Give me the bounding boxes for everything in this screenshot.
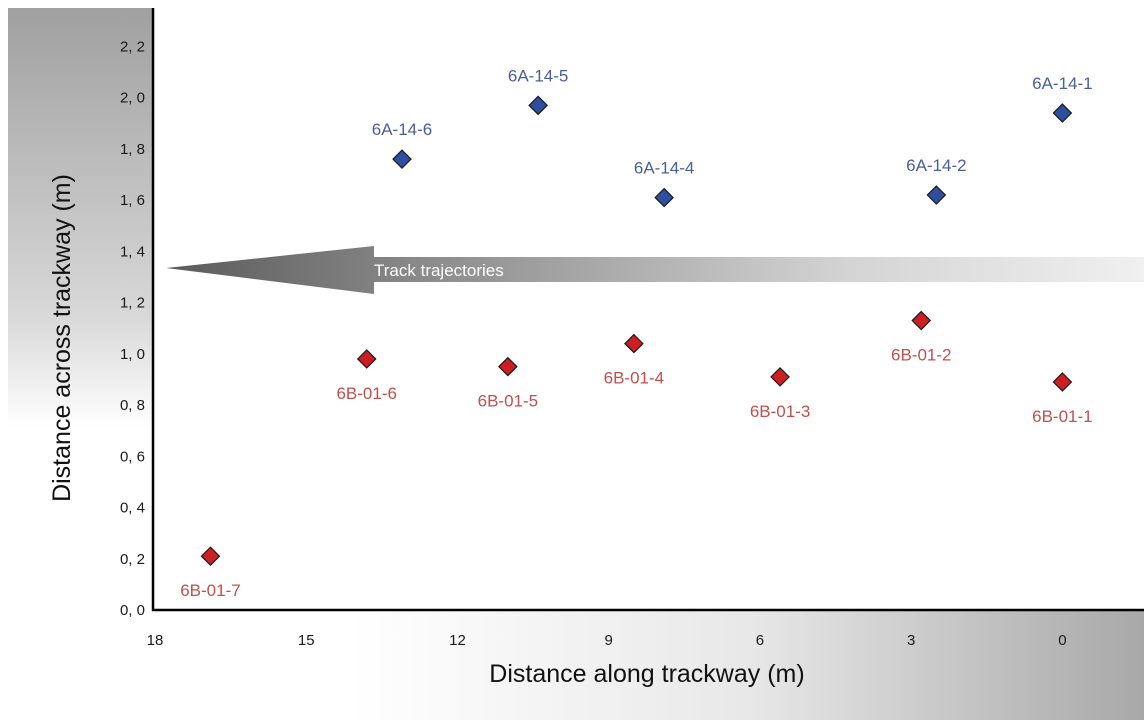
data-point-label: 6B-01-1	[1032, 407, 1092, 426]
x-tick-label: 0	[1058, 632, 1066, 649]
y-tick-label: 0, 6	[120, 448, 145, 465]
y-tick-label: 0, 2	[120, 551, 145, 568]
x-axis-ticks: 18 15 12 9 6 3 0	[147, 632, 1067, 649]
y-tick-label: 1, 0	[120, 346, 145, 363]
data-point-label: 6A-14-6	[372, 120, 432, 139]
data-point-marker	[356, 349, 377, 369]
y-tick-label: 1, 6	[120, 192, 145, 209]
y-tick-label: 1, 2	[120, 295, 145, 312]
data-point-label: 6B-01-7	[180, 581, 240, 600]
data-point-label: 6B-01-6	[336, 384, 396, 403]
x-tick-label: 18	[147, 632, 164, 649]
data-point-label: 6B-01-3	[750, 402, 810, 421]
data-point-marker	[1052, 372, 1073, 392]
y-tick-label: 0, 8	[120, 397, 145, 414]
x-tick-label: 12	[449, 632, 466, 649]
data-point-marker	[926, 185, 947, 205]
x-tick-label: 6	[756, 632, 764, 649]
data-point-marker	[624, 333, 644, 354]
data-point-label: 6A-14-5	[508, 66, 568, 85]
y-axis-ticks: 0, 0 0, 2 0, 4 0, 6 0, 8 1, 0 1, 2 1, 4 1, 6 1, 8…	[120, 38, 145, 619]
data-point-marker	[200, 546, 221, 567]
data-point-label: 6A-14-4	[634, 159, 694, 178]
data-point-marker	[654, 187, 674, 208]
track-trajectories-arrow	[166, 246, 1144, 294]
data-point-label: 6A-14-1	[1032, 74, 1092, 93]
y-tick-label: 0, 4	[120, 500, 145, 517]
data-point-marker	[392, 149, 412, 169]
data-point-label: 6A-14-2	[906, 156, 966, 175]
y-tick-label: 0, 0	[120, 602, 145, 619]
x-tick-label: 3	[907, 632, 915, 649]
data-point-marker	[1052, 103, 1073, 123]
y-axis-shading	[8, 8, 153, 568]
x-axis-title: Distance along trackway (m)	[489, 660, 804, 688]
data-point-label: 6B-01-2	[891, 346, 951, 365]
x-tick-label: 9	[605, 632, 613, 649]
x-tick-label: 15	[298, 632, 315, 649]
y-tick-label: 1, 4	[120, 243, 145, 260]
data-point-label: 6B-01-4	[604, 369, 664, 388]
data-point-marker	[528, 95, 548, 116]
data-point-marker	[911, 310, 932, 331]
y-tick-label: 2, 0	[120, 90, 145, 107]
y-axis-title: Distance across trackway (m)	[48, 174, 76, 502]
data-point-label: 6B-01-5	[478, 392, 538, 411]
data-point-marker	[498, 356, 518, 377]
x-axis-shading	[153, 610, 1144, 720]
data-points: 6A-14-1 6A-14-2 6A-14-4 6A-14-5 6A-14-6 6B-01…	[180, 66, 1092, 600]
y-tick-label: 2, 2	[120, 38, 145, 55]
y-tick-label: 1, 8	[120, 141, 145, 158]
data-point-marker	[770, 367, 790, 387]
track-trajectories-label: Track trajectories	[374, 261, 504, 280]
